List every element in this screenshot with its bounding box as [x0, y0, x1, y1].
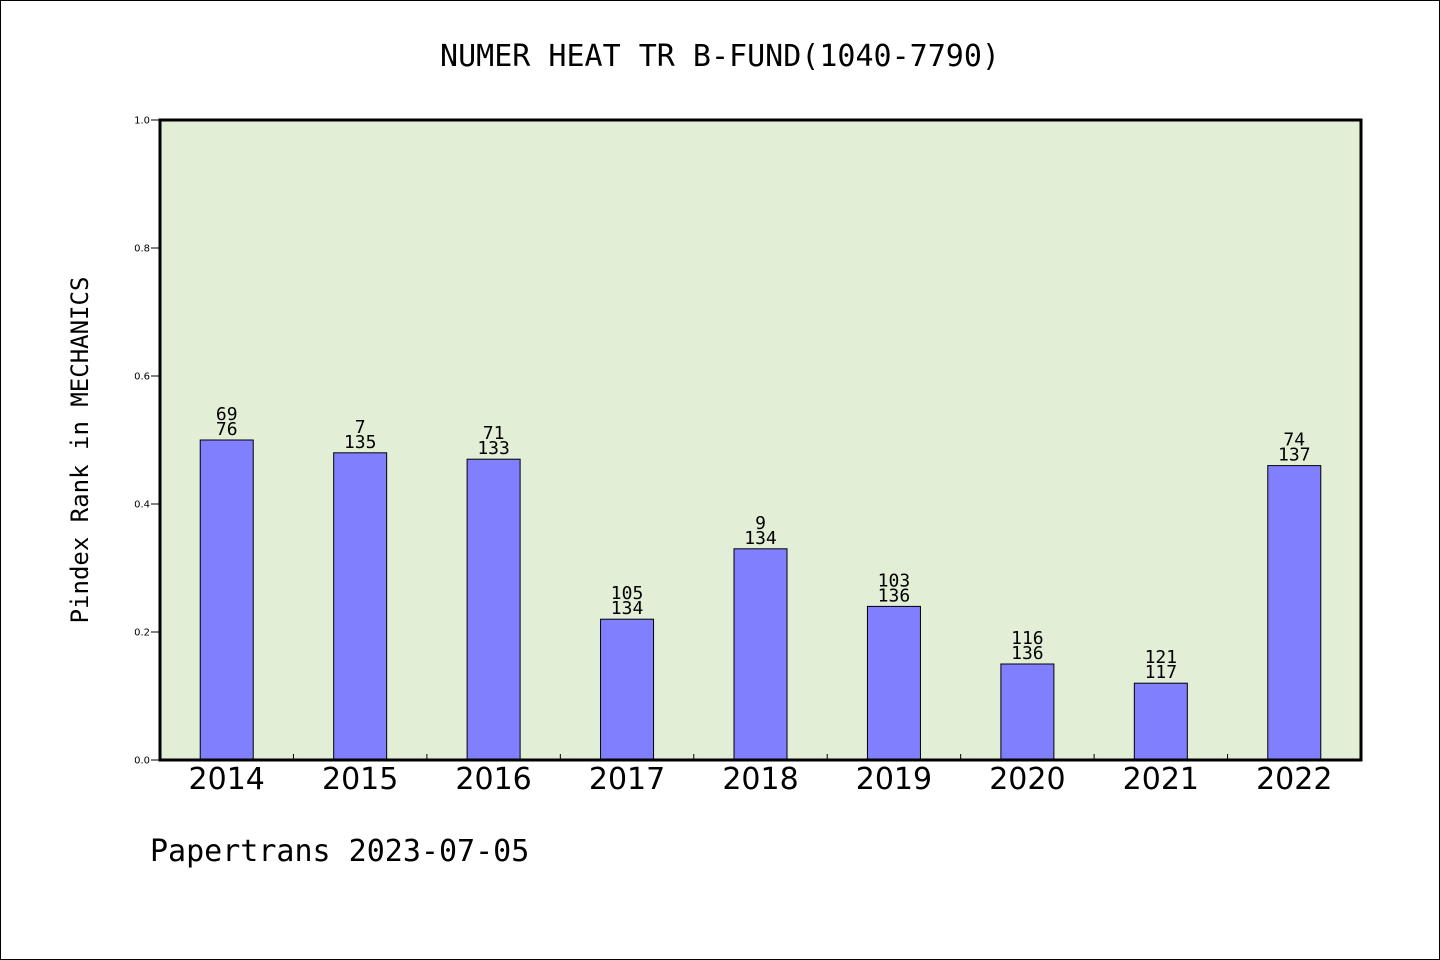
bar-label-bottom: 134 [611, 598, 644, 619]
bar-label-bottom: 133 [477, 438, 510, 459]
chart-title: NUMER HEAT TR B-FUND(1040-7790) [440, 39, 1000, 74]
bar-label-top: 116 [1011, 628, 1044, 649]
bar-label-top: 121 [1145, 647, 1178, 668]
x-tick-label: 2022 [1256, 762, 1332, 797]
bar-label-bottom: 135 [344, 432, 377, 453]
x-tick-label: 2016 [455, 762, 531, 797]
bar-2019 [866, 605, 921, 761]
bar-label-bottom: 76 [216, 419, 238, 440]
bar-2020 [1000, 663, 1055, 761]
bar-label-top: 69 [216, 404, 238, 425]
bar-2015 [333, 452, 388, 761]
bar-2021 [1133, 682, 1188, 761]
y-axis-label: Pindex Rank in MECHANICS [66, 277, 94, 624]
x-tick-label: 2015 [322, 762, 398, 797]
bar-label-bottom: 137 [1278, 445, 1311, 466]
x-tick-label: 2018 [722, 762, 798, 797]
bar-label-bottom: 117 [1145, 662, 1178, 683]
bar-label-top: 7 [355, 417, 366, 438]
y-tick-label: 1.0 [134, 116, 150, 127]
bar-2022 [1267, 465, 1322, 761]
bar-label-bottom: 134 [744, 528, 777, 549]
bar-label-bottom: 136 [1011, 643, 1044, 664]
bar-label-bottom: 136 [878, 585, 911, 606]
x-tick-label: 2020 [989, 762, 1065, 797]
bar-2016 [466, 458, 521, 761]
bar-2014 [199, 439, 254, 761]
x-tick-label: 2014 [189, 762, 265, 797]
footer-text: Papertrans 2023-07-05 [150, 834, 530, 869]
y-tick-label: 0.4 [134, 500, 150, 511]
x-tick-label: 2021 [1123, 762, 1199, 797]
y-axis: 0.0 0.2 0.4 0.6 0.8 1.0 [134, 116, 160, 767]
bar-label-top: 103 [878, 570, 911, 591]
x-tick-label: 2017 [589, 762, 665, 797]
x-tick-label: 2019 [856, 762, 932, 797]
bar-label-top: 9 [755, 513, 766, 534]
y-tick-label: 0.6 [134, 372, 150, 383]
plot-border [158, 118, 1363, 762]
y-tick-label: 0.8 [134, 244, 150, 255]
y-tick-label: 0.2 [134, 628, 150, 639]
bar-label-top: 71 [483, 423, 505, 444]
x-axis: 2014 2015 2016 2017 2018 2019 2020 2021 2022 [189, 754, 1332, 797]
bar-2018 [733, 548, 788, 761]
bar-2017 [600, 618, 655, 761]
bar-label-top: 74 [1283, 430, 1305, 451]
y-tick-label: 0.0 [134, 756, 150, 767]
bar-label-top: 105 [611, 583, 644, 604]
